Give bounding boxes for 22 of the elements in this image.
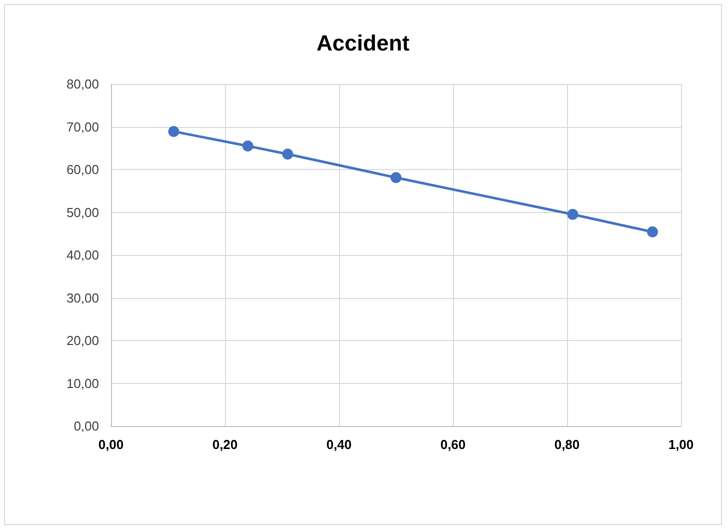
y-tick-label: 60,00 (66, 162, 99, 177)
point (242, 140, 254, 152)
y-tick-label: 40,00 (66, 248, 99, 262)
point (282, 148, 294, 160)
point (567, 208, 578, 220)
y-tick-label: 70,00 (66, 119, 99, 134)
x-tick-label: 1,00 (668, 437, 694, 452)
x-tick-label: 0,60 (440, 437, 466, 452)
y-tick-label: 0,00 (74, 418, 99, 434)
point (647, 226, 658, 238)
x-tick-label: 0,80 (554, 437, 580, 452)
y-tick-label: 30,00 (66, 290, 99, 306)
x-tick-label: 0,40 (326, 437, 352, 452)
y-tick-label: 20,00 (66, 333, 99, 348)
x-tick-label: 0,20 (212, 437, 238, 452)
y-tick-label: 50,00 (66, 204, 99, 220)
chart-title: Accident (316, 30, 410, 56)
y-tick-label: 10,00 (66, 376, 99, 391)
point (168, 126, 180, 137)
y-tick-label: 80,00 (66, 76, 99, 92)
point (390, 172, 402, 184)
x-tick-label: 0,00 (98, 437, 124, 452)
